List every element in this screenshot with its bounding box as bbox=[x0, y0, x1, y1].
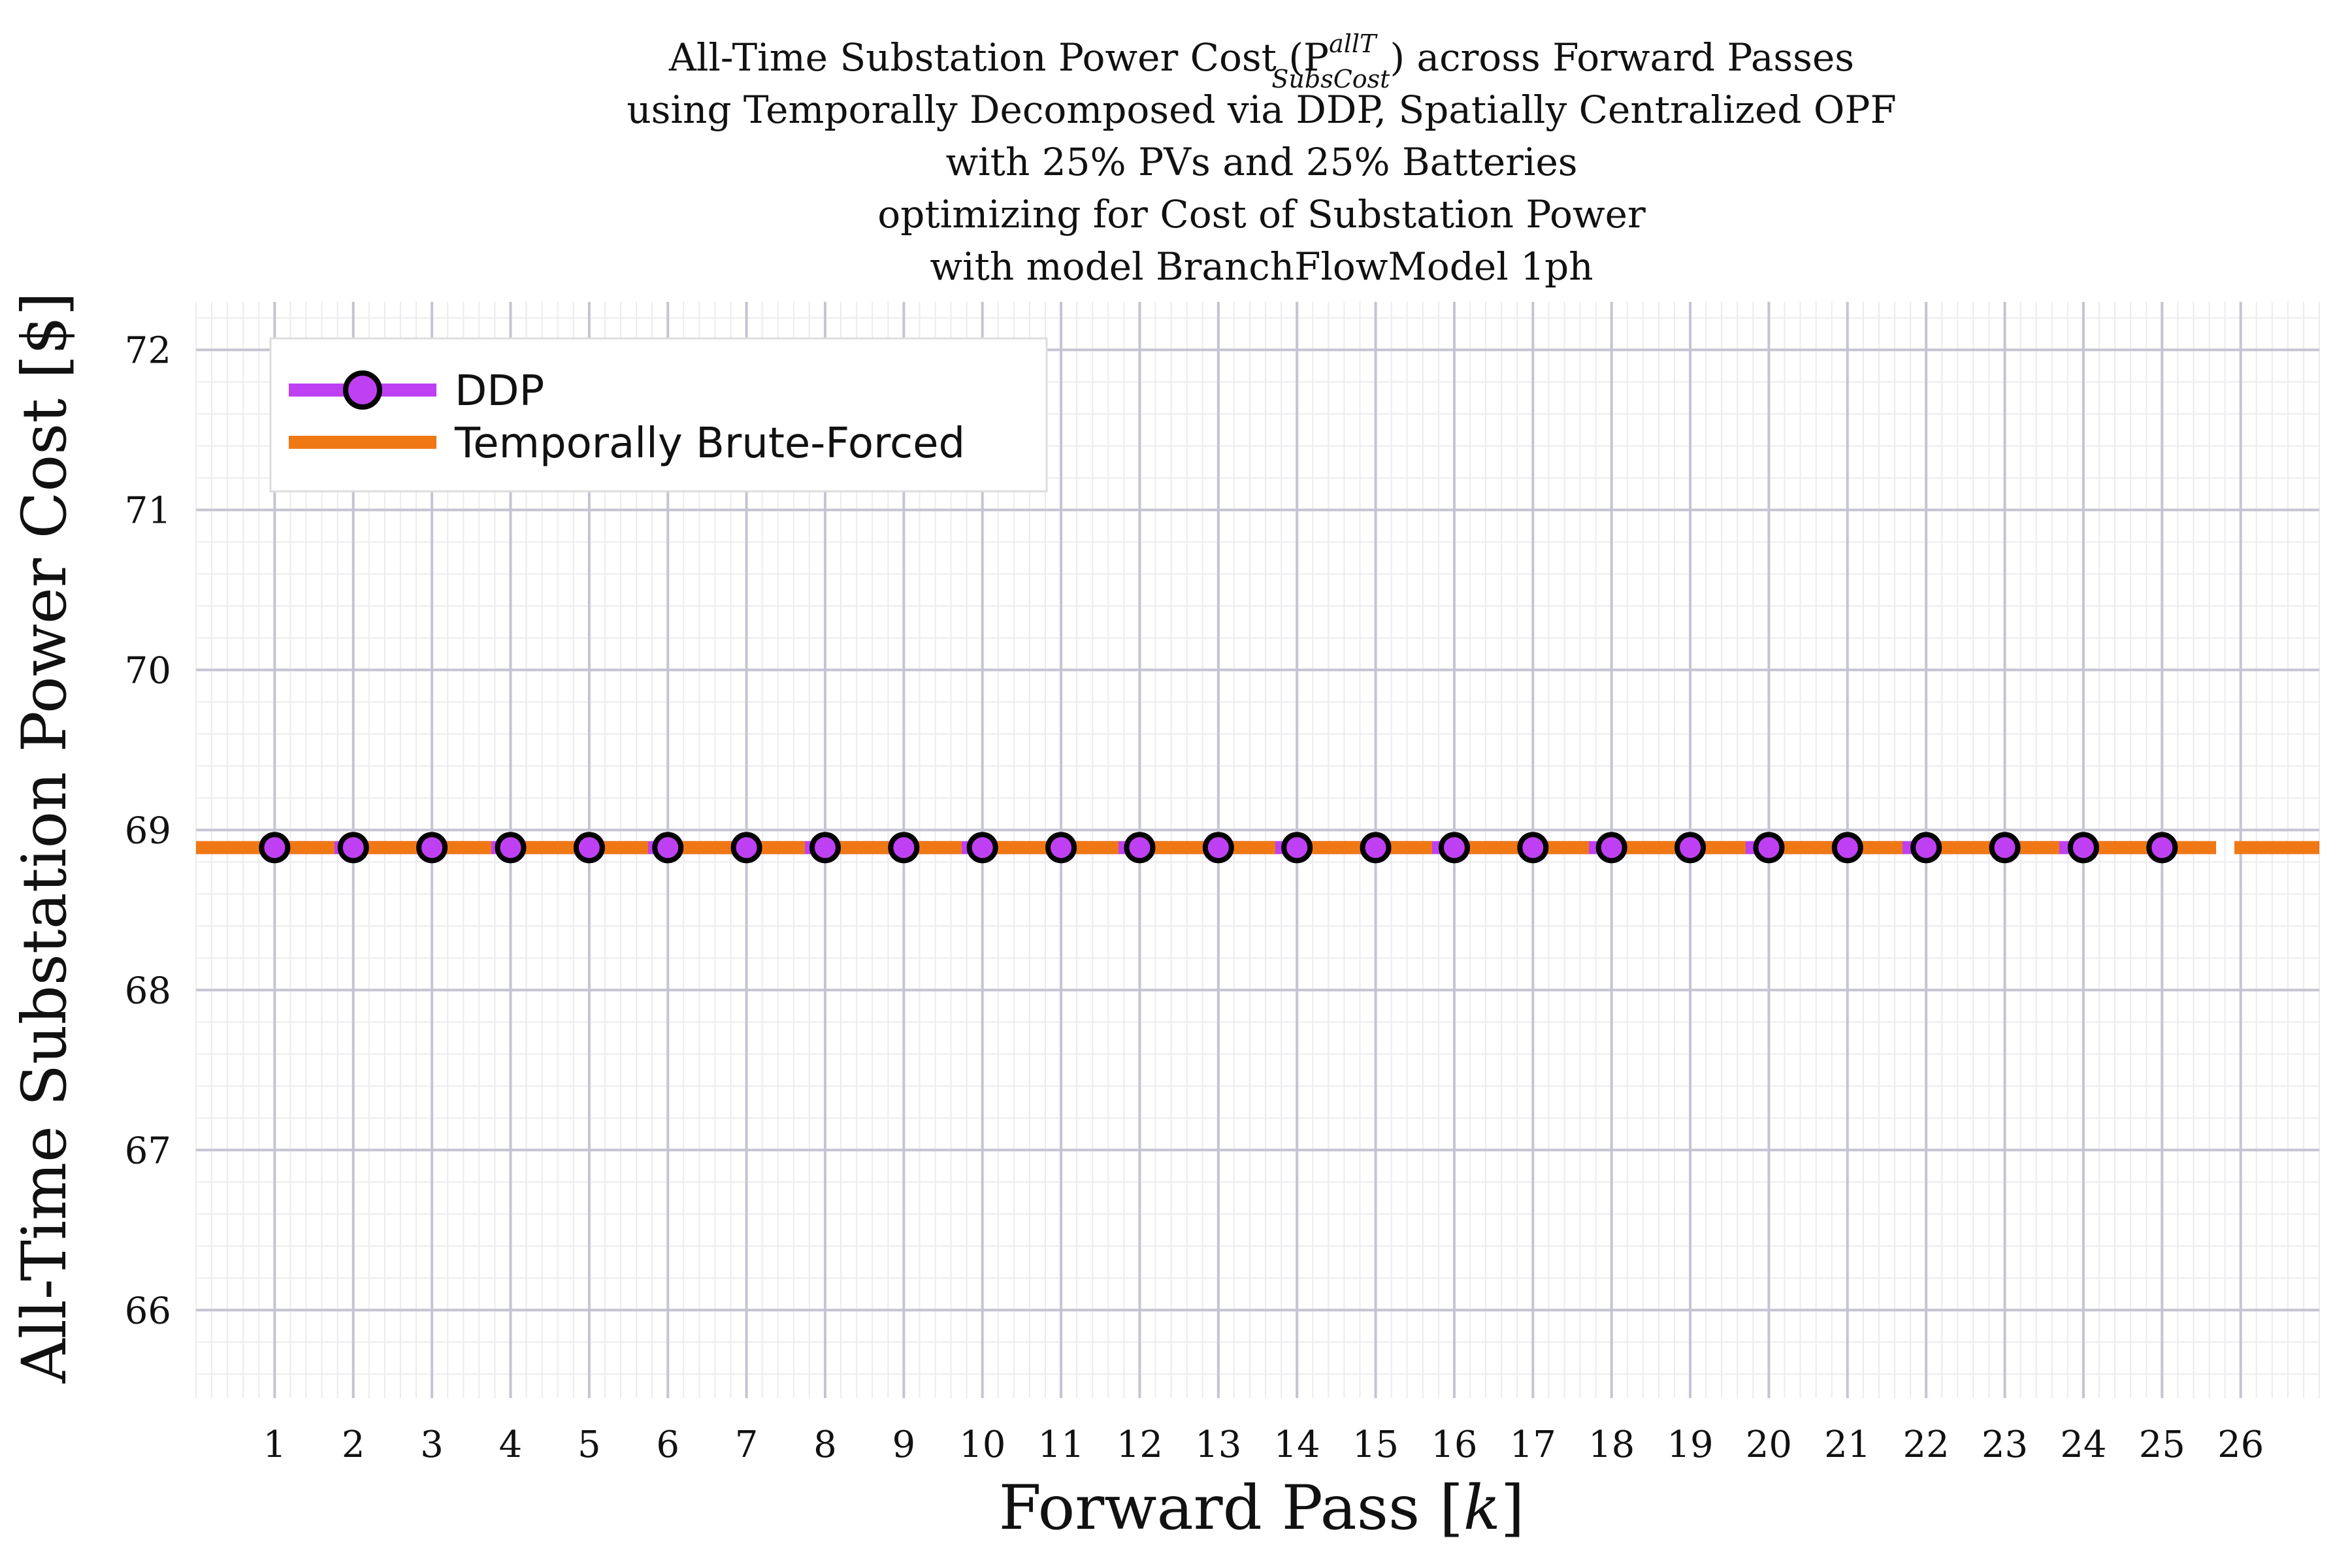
legend: DDP Temporally Brute-Forced bbox=[269, 337, 1048, 493]
x-tick-label: 25 bbox=[2139, 1424, 2185, 1466]
title-line-1: All-Time Substation Power Cost (PallT Sub… bbox=[668, 29, 1854, 93]
series-ddp-point bbox=[1753, 832, 1785, 864]
series-ddp-point bbox=[259, 832, 291, 864]
title-superscript: allT bbox=[1329, 29, 1378, 58]
series-ddp-point bbox=[1595, 832, 1627, 864]
y-axis-label: All-Time Substation Power Cost [$] bbox=[9, 292, 80, 1384]
y-tick-label: 68 bbox=[125, 970, 171, 1012]
title-line-1-suffix: ) across Forward Passes bbox=[1390, 35, 1854, 80]
series-ddp-point bbox=[1910, 832, 1942, 864]
x-tick-label: 14 bbox=[1274, 1424, 1320, 1466]
title-line-4: optimizing for Cost of Substation Power bbox=[877, 192, 1646, 237]
title-line-3: with 25% PVs and 25% Batteries bbox=[945, 140, 1577, 184]
series-ddp-point bbox=[1045, 832, 1077, 864]
series-ddp-point bbox=[1989, 832, 2021, 864]
x-tick-label: 7 bbox=[735, 1424, 759, 1466]
series-ddp-point bbox=[495, 832, 527, 864]
series-ddp-point bbox=[1438, 832, 1470, 864]
x-tick-label: 16 bbox=[1431, 1424, 1477, 1466]
x-tick-label: 20 bbox=[1746, 1424, 1792, 1466]
x-tick-label: 3 bbox=[420, 1424, 444, 1466]
title-subscript: SubsCost bbox=[1271, 65, 1390, 93]
series-ddp-point bbox=[966, 832, 998, 864]
series-layer bbox=[196, 832, 2319, 864]
series-ddp-point bbox=[1674, 832, 1707, 864]
x-tick-label: 5 bbox=[578, 1424, 601, 1466]
x-tick-label: 17 bbox=[1510, 1424, 1556, 1466]
x-tick-label: 15 bbox=[1352, 1424, 1399, 1466]
x-axis-ticks: 1 2 3 4 5 6 7 8 9 10 11 12 13 14 15 16 17 18 19 20 21 22 23 24 2… bbox=[263, 1424, 2264, 1466]
x-axis-label-variable: k bbox=[1463, 1473, 1501, 1544]
x-tick-label: 21 bbox=[1824, 1424, 1870, 1466]
title-line-1-text: All-Time Substation Power Cost (P bbox=[668, 35, 1329, 80]
series-ddp-point bbox=[337, 832, 369, 864]
y-axis-ticks: 66 67 68 69 70 71 72 bbox=[125, 329, 171, 1332]
legend-ddp-marker bbox=[343, 370, 382, 410]
title-line-5: with model BranchFlowModel 1ph bbox=[930, 244, 1593, 289]
title-line-2: using Temporally Decomposed via DDP, Spa… bbox=[627, 88, 1896, 132]
x-tick-label: 19 bbox=[1667, 1424, 1713, 1466]
x-axis-label-suffix: ] bbox=[1501, 1473, 1525, 1544]
series-ddp-point bbox=[809, 832, 841, 864]
plot-area bbox=[195, 302, 2320, 1398]
y-tick-label: 69 bbox=[125, 809, 171, 852]
series-ddp-point bbox=[1124, 832, 1156, 864]
legend-brute-label: Temporally Brute-Forced bbox=[454, 419, 965, 468]
x-tick-label: 11 bbox=[1037, 1424, 1084, 1466]
legend-ddp-label: DDP bbox=[455, 367, 544, 416]
series-ddp-point bbox=[1281, 832, 1313, 864]
y-tick-label: 71 bbox=[125, 489, 171, 532]
chart-title: All-Time Substation Power Cost (PallT Sub… bbox=[627, 29, 1896, 289]
x-tick-label: 10 bbox=[959, 1424, 1005, 1466]
x-tick-label: 12 bbox=[1117, 1424, 1163, 1466]
x-tick-label: 18 bbox=[1588, 1424, 1635, 1466]
x-axis-label-prefix: Forward Pass [ bbox=[999, 1473, 1463, 1544]
series-ddp-point bbox=[1517, 832, 1549, 864]
series-ddp-point bbox=[2067, 832, 2099, 864]
y-tick-label: 67 bbox=[125, 1130, 171, 1172]
series-ddp-point bbox=[1202, 832, 1234, 864]
series-ddp-point bbox=[730, 832, 762, 864]
x-tick-label: 23 bbox=[1982, 1424, 2028, 1466]
x-tick-label: 1 bbox=[263, 1424, 287, 1466]
x-tick-label: 4 bbox=[499, 1424, 523, 1466]
y-tick-label: 66 bbox=[125, 1290, 171, 1332]
x-tick-label: 9 bbox=[892, 1424, 916, 1466]
series-ddp-point bbox=[888, 832, 920, 864]
series-ddp-point bbox=[1360, 832, 1392, 864]
series-ddp-point bbox=[1831, 832, 1863, 864]
y-tick-label: 72 bbox=[125, 329, 171, 372]
x-tick-label: 8 bbox=[813, 1424, 837, 1466]
x-tick-label: 6 bbox=[656, 1424, 679, 1466]
y-tick-label: 70 bbox=[125, 649, 171, 692]
series-ddp-point bbox=[2146, 832, 2178, 864]
series-ddp-point bbox=[573, 832, 605, 864]
x-tick-label: 26 bbox=[2217, 1424, 2264, 1466]
series-ddp-point bbox=[652, 832, 684, 864]
legend-box bbox=[269, 337, 1048, 493]
x-tick-label: 2 bbox=[342, 1424, 365, 1466]
x-tick-label: 24 bbox=[2060, 1424, 2106, 1466]
series-ddp-point bbox=[416, 832, 448, 864]
x-tick-label: 13 bbox=[1195, 1424, 1241, 1466]
x-axis-label: Forward Pass [k] bbox=[999, 1473, 1525, 1544]
x-tick-label: 22 bbox=[1903, 1424, 1950, 1466]
